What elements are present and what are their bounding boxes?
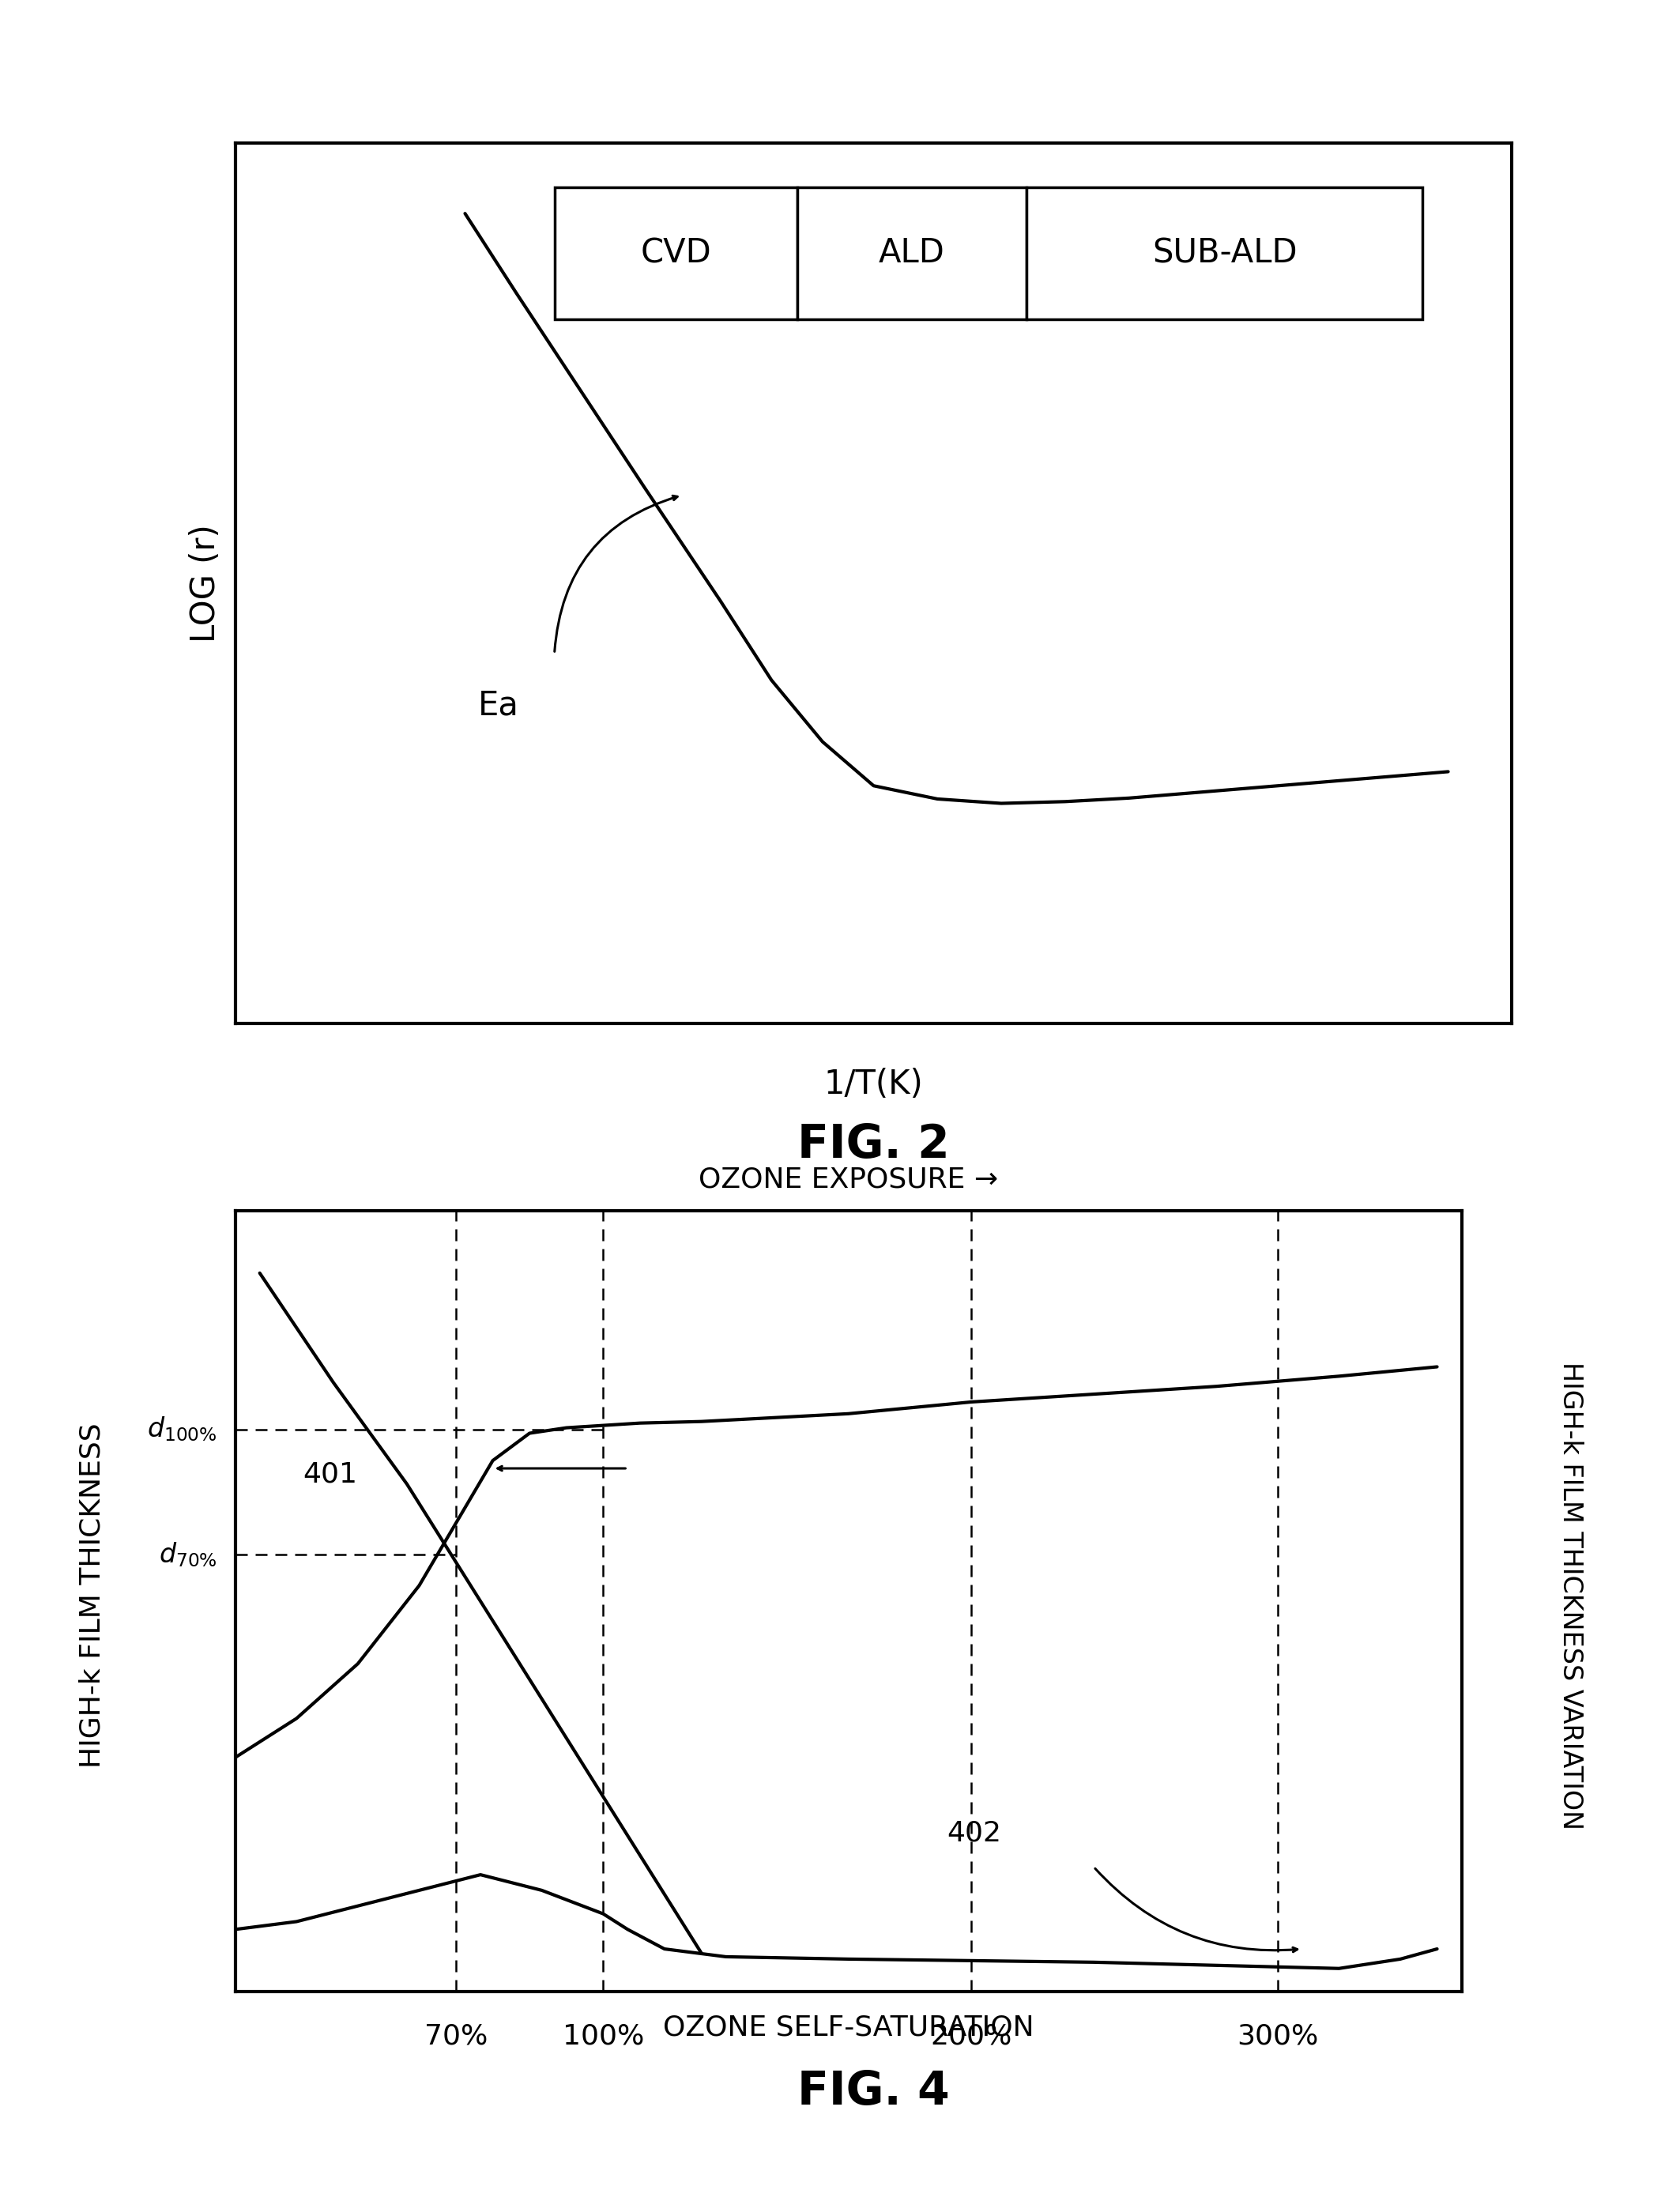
Text: FIG. 2: FIG. 2 (798, 1123, 949, 1167)
Y-axis label: LOG (r): LOG (r) (188, 524, 222, 643)
Text: 300%: 300% (1236, 2023, 1319, 2049)
Text: 401: 401 (302, 1461, 358, 1488)
Text: 100%: 100% (563, 2023, 643, 2049)
Bar (554, 187, 796, 319)
Text: ALD: ALD (879, 236, 946, 271)
Text: $d_{100\%}$: $d_{100\%}$ (146, 1415, 217, 1444)
Text: 70%: 70% (423, 2023, 487, 2049)
Text: 1/T(K): 1/T(K) (823, 1067, 924, 1100)
Text: HIGH-k FILM THICKNESS VARIATION: HIGH-k FILM THICKNESS VARIATION (1557, 1362, 1584, 1829)
Text: 200%: 200% (931, 2023, 1011, 2049)
Text: SUB-ALD: SUB-ALD (1152, 236, 1297, 271)
Text: FIG. 4: FIG. 4 (798, 2069, 949, 2113)
Text: CVD: CVD (640, 236, 711, 271)
Text: Ea: Ea (477, 689, 519, 722)
Bar (1026, 187, 1423, 319)
Text: HIGH-k FILM THICKNESS: HIGH-k FILM THICKNESS (79, 1424, 106, 1767)
Text: OZONE SELF-SATURATION: OZONE SELF-SATURATION (664, 2014, 1033, 2040)
Text: $d_{70\%}$: $d_{70\%}$ (158, 1541, 217, 1569)
Bar (796, 187, 1026, 319)
Text: OZONE EXPOSURE →: OZONE EXPOSURE → (699, 1167, 998, 1193)
Text: 402: 402 (946, 1820, 1001, 1847)
